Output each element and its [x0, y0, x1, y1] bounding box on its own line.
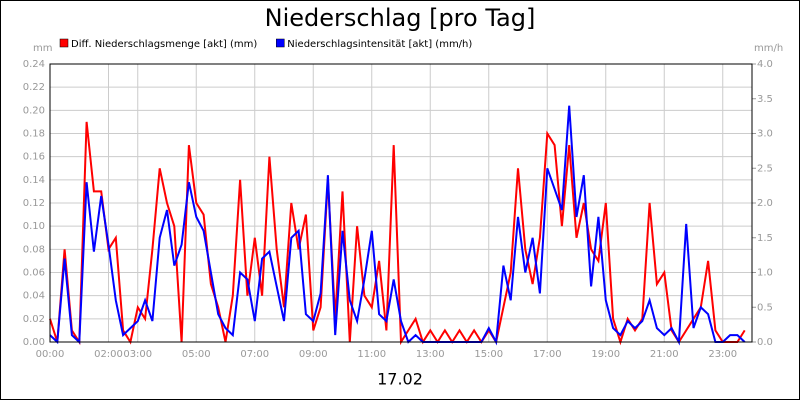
y2-tick-label: 2.5 — [757, 163, 773, 174]
x-tick-label: 21:00 — [650, 349, 679, 360]
y2-tick-label: 1.5 — [757, 233, 773, 244]
chart-title: Niederschlag [pro Tag] — [265, 4, 536, 32]
x-tick-label: 09:00 — [299, 349, 328, 360]
y-tick-label: 0.00 — [23, 337, 45, 348]
x-tick-label: 03:00 — [123, 349, 152, 360]
y-tick-label: 0.12 — [23, 198, 45, 209]
x-tick-label: 02:00 — [94, 349, 123, 360]
date-label: 17.02 — [377, 370, 423, 389]
x-tick-label: 07:00 — [240, 349, 269, 360]
y-tick-label: 0.24 — [23, 59, 45, 70]
x-tick-label: 05:00 — [182, 349, 211, 360]
x-tick-label: 19:00 — [591, 349, 620, 360]
y-tick-label: 0.08 — [23, 244, 45, 255]
y-tick-label: 0.20 — [23, 105, 45, 116]
y2-tick-label: 3.5 — [757, 94, 773, 105]
y-axis-unit: mm — [33, 43, 52, 54]
y2-axis-unit: mm/h — [754, 43, 783, 54]
y2-tick-label: 4.0 — [757, 59, 773, 70]
y-tick-label: 0.04 — [23, 291, 45, 302]
y-tick-label: 0.14 — [23, 175, 45, 186]
legend-swatch — [276, 38, 285, 48]
legend-swatch — [59, 38, 69, 48]
data-line — [49, 105, 746, 346]
y2-tick-label: 3.0 — [757, 129, 773, 140]
y2-tick-label: 1.0 — [757, 268, 773, 279]
data-line — [49, 121, 746, 346]
x-tick-label: 17:00 — [533, 349, 562, 360]
y-tick-label: 0.18 — [23, 129, 45, 140]
legend-label: Diff. Niederschlagsmenge [akt] (mm) — [71, 39, 257, 50]
x-tick-label: 15:00 — [474, 349, 503, 360]
y2-tick-label: 0.0 — [757, 337, 773, 348]
y-tick-label: 0.02 — [23, 314, 45, 325]
y-tick-label: 0.06 — [23, 268, 45, 279]
x-tick-label: 11:00 — [357, 349, 386, 360]
y-tick-label: 0.22 — [23, 82, 45, 93]
y-tick-label: 0.10 — [23, 221, 45, 232]
x-tick-label: 23:00 — [708, 349, 737, 360]
y2-tick-label: 0.5 — [757, 302, 773, 313]
y2-tick-label: 2.0 — [757, 198, 773, 209]
x-tick-label: 00:00 — [36, 349, 65, 360]
plot-border — [49, 63, 753, 343]
y-tick-label: 0.16 — [23, 152, 45, 163]
x-tick-label: 13:00 — [416, 349, 445, 360]
legend-label: Niederschlagsintensität [akt] (mm/h) — [287, 39, 472, 50]
